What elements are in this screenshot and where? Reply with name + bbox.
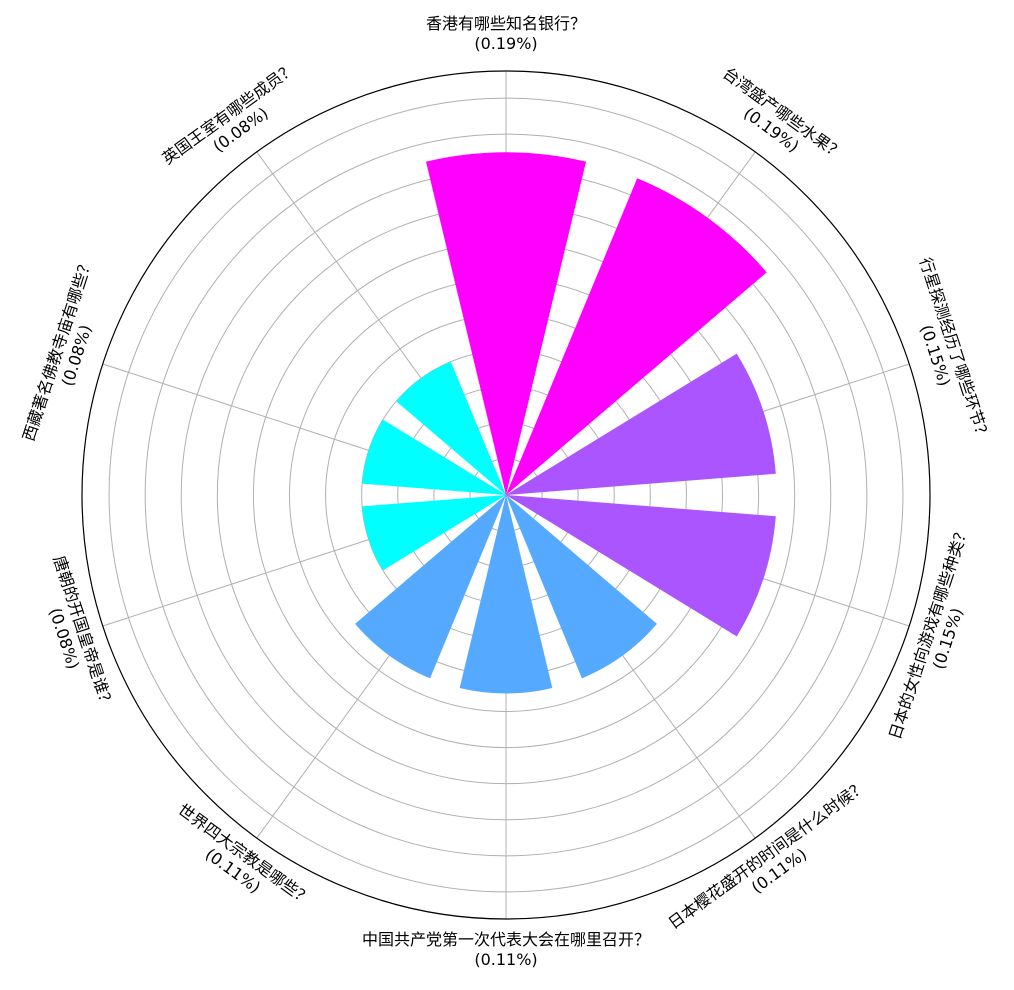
bar-layer xyxy=(355,152,776,694)
category-percent: (0.19%) xyxy=(474,34,537,53)
bar-3 xyxy=(506,495,776,637)
category-label-6: 世界四大宗教是哪些？(0.11%) xyxy=(174,800,315,909)
bar-4 xyxy=(506,495,657,679)
category-label-2: 行星探测经历了哪些环节？(0.15%) xyxy=(916,255,993,443)
grid-ring xyxy=(108,97,904,893)
category-label-3: 日本的女性向游戏有哪些种类？(0.15%) xyxy=(885,523,972,742)
category-label-0: 香港有哪些知名银行？(0.19%) xyxy=(426,14,586,53)
category-label-4: 日本樱花盛开的时间是什么时候？(0.11%) xyxy=(665,776,870,932)
category-percent: (0.11%) xyxy=(474,950,537,969)
bar-5 xyxy=(459,495,553,694)
bar-1 xyxy=(506,178,767,495)
category-name: 英国王室有哪些成员？ xyxy=(159,59,300,168)
bar-9 xyxy=(396,361,506,495)
category-label-8: 西藏著名佛教寺庙有哪些？(0.08%) xyxy=(19,255,96,443)
category-name: 日本樱花盛开的时间是什么时候？ xyxy=(665,776,870,932)
bar-7 xyxy=(362,495,506,571)
category-label-5: 中国共产党第一次代表大会在哪里召开？(0.11%) xyxy=(362,930,650,969)
category-label-1: 台湾盛产哪些水果？(0.19%) xyxy=(719,64,847,164)
bar-2 xyxy=(506,353,776,495)
category-name: 中国共产党第一次代表大会在哪里召开？ xyxy=(362,930,650,949)
category-name: 世界四大宗教是哪些？ xyxy=(174,800,315,909)
grid-ring xyxy=(144,133,868,857)
category-label-9: 英国王室有哪些成员？(0.08%) xyxy=(159,59,300,168)
category-label-7: 唐朝的开国皇帝是谁？(0.08%) xyxy=(45,553,117,711)
outer-frame xyxy=(81,70,931,920)
category-name: 香港有哪些知名银行？ xyxy=(426,14,586,33)
bar-6 xyxy=(355,495,506,679)
bar-8 xyxy=(362,419,506,495)
bar-0 xyxy=(425,152,587,495)
